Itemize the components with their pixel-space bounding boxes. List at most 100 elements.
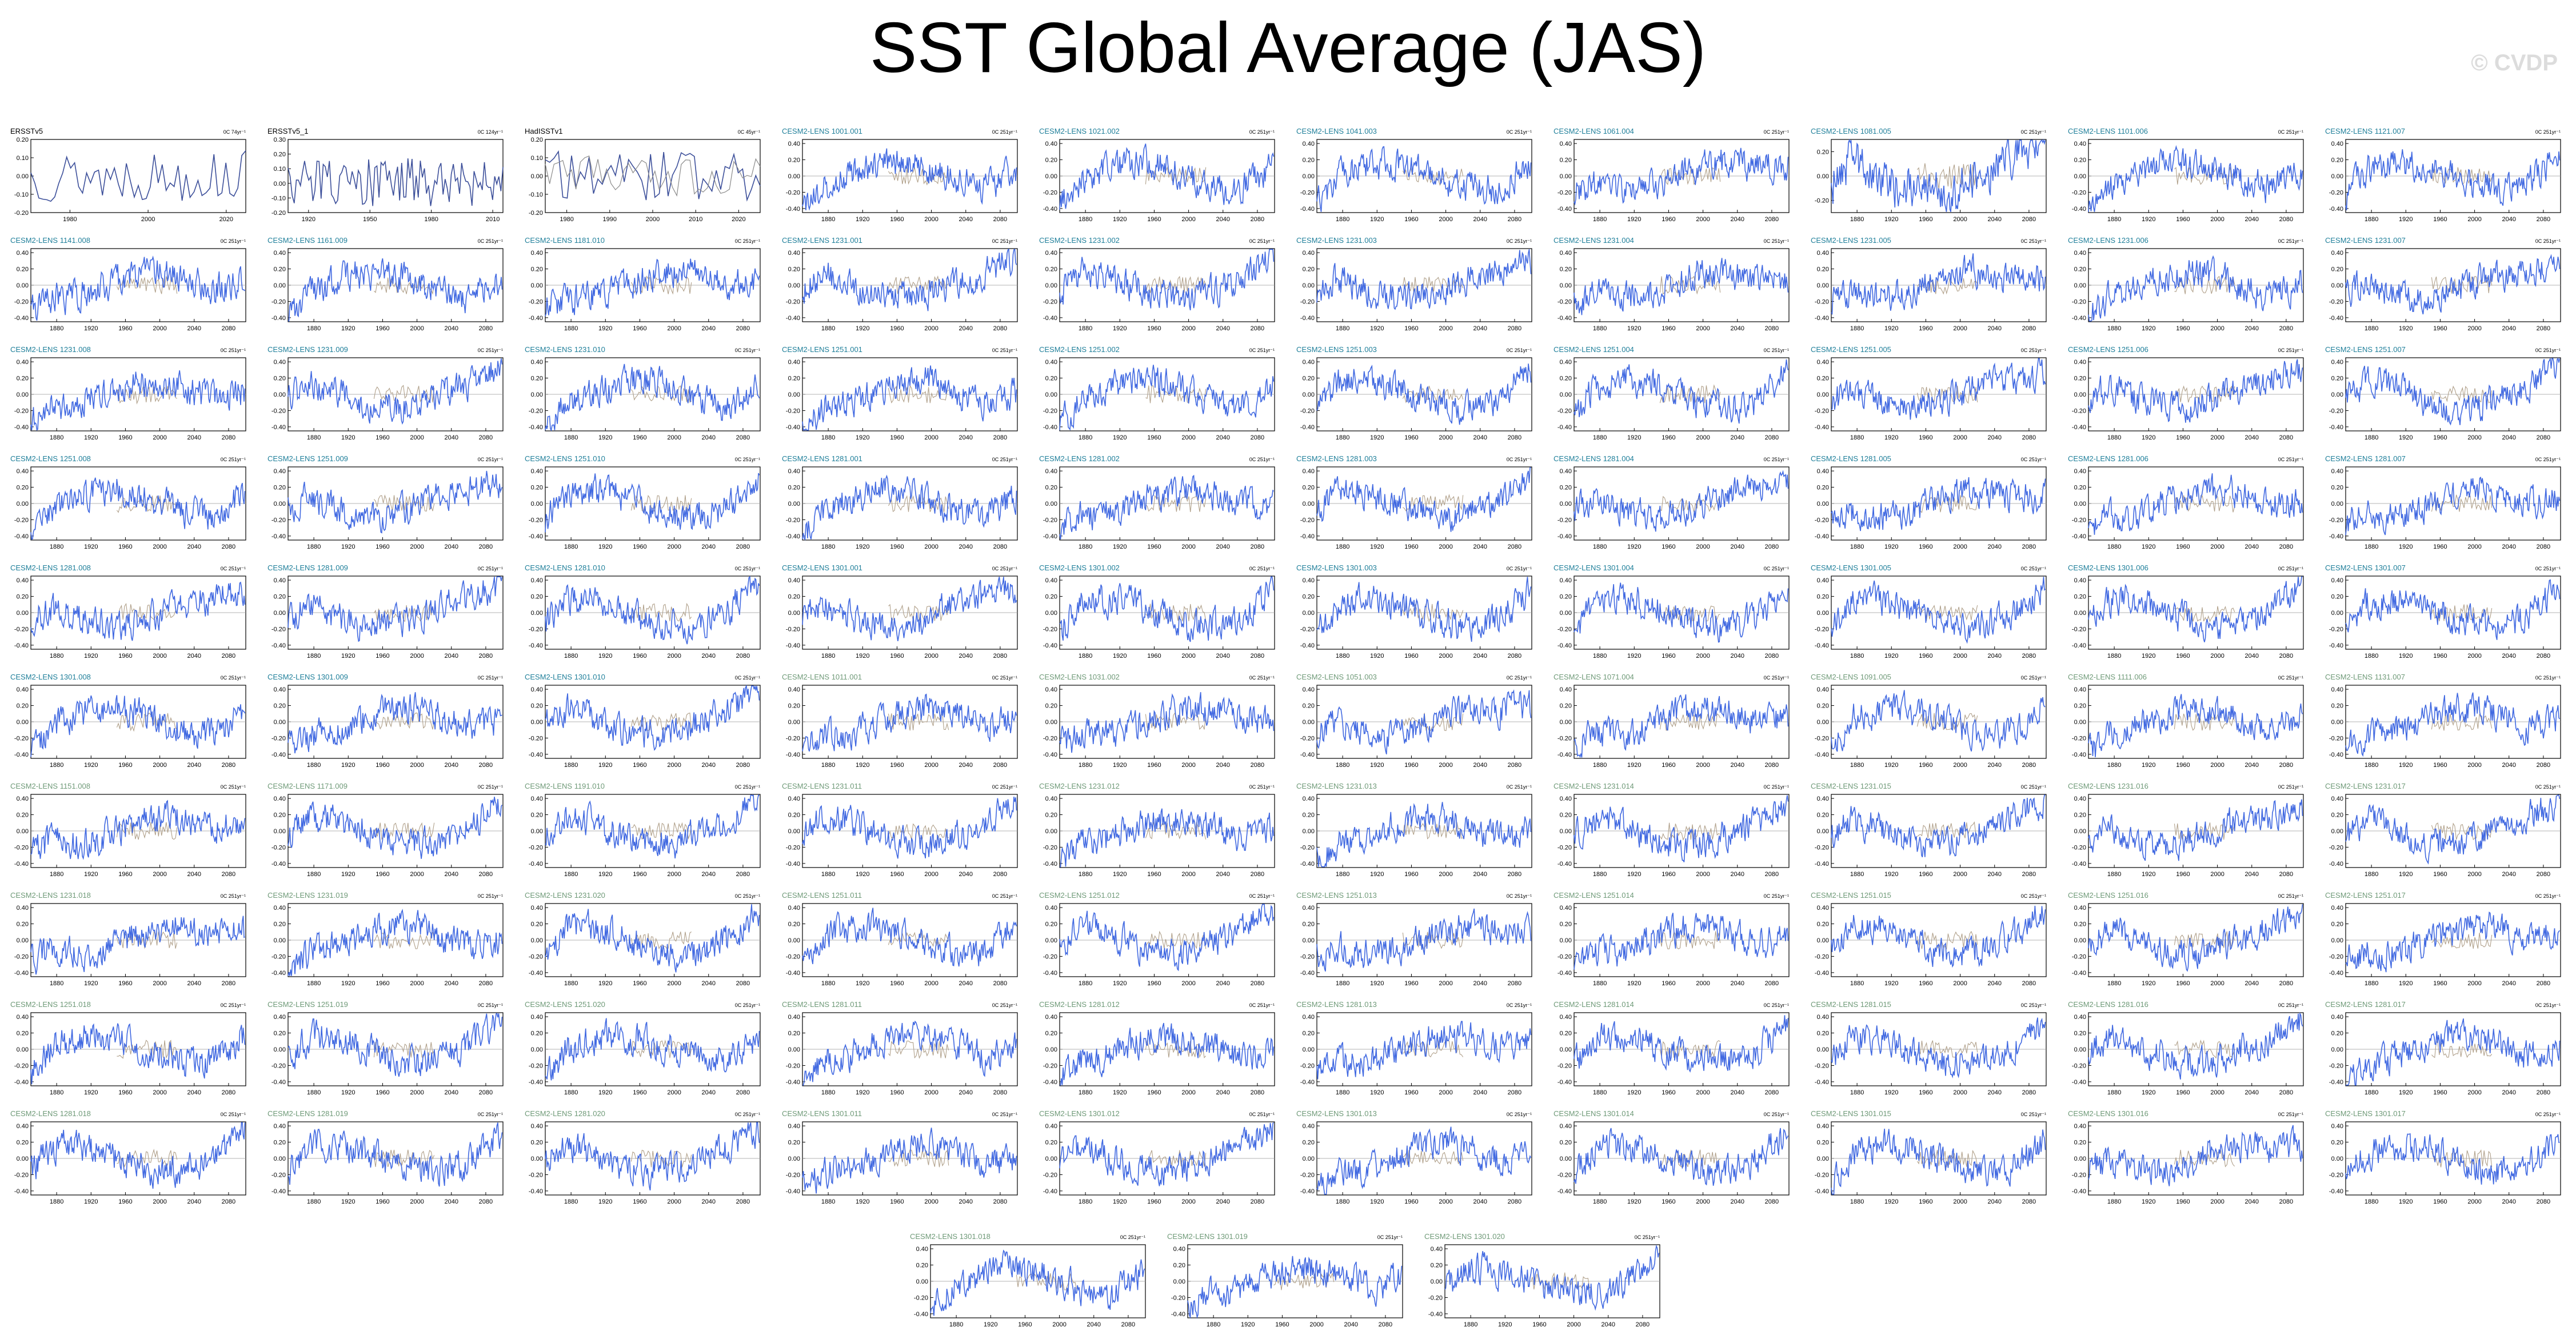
y-tick-label: 0.00 (1560, 391, 1572, 398)
x-tick-label: 1960 (1662, 980, 1675, 987)
y-tick-label: 0.20 (788, 375, 800, 382)
x-tick-label: 2080 (479, 434, 493, 441)
series-line (802, 693, 1017, 752)
y-tick-label: 0.40 (1817, 468, 1829, 475)
y-tick-label: 0.20 (531, 266, 543, 273)
series-line (2346, 1018, 2561, 1086)
x-tick-label: 2080 (222, 1089, 235, 1096)
y-tick-label: -0.40 (1815, 533, 1829, 540)
x-tick-label: 2000 (667, 434, 681, 441)
series-line (1316, 802, 1532, 868)
y-tick-label: 0.40 (2331, 577, 2343, 584)
y-tick-label: -0.40 (914, 1311, 928, 1318)
x-tick-label: 2000 (2210, 434, 2224, 441)
panel-cesm2-lens-1231-012: CESM2-LENS 1231.012 0C 251yr⁻¹ 0.40 0.20 0.0… (1039, 782, 1279, 879)
panel-trend-label: 0C 251yr⁻¹ (2535, 675, 2561, 681)
y-tick-label: 0.20 (531, 594, 543, 601)
y-tick-label: -0.20 (1815, 626, 1829, 633)
series-line (802, 1128, 1017, 1194)
x-tick-label: 1960 (2433, 434, 2447, 441)
x-tick-label: 2040 (1601, 1321, 1615, 1328)
ensemble-mean-line (630, 494, 692, 512)
x-tick-label: 1880 (564, 653, 578, 659)
x-tick-label: 1960 (118, 1198, 132, 1205)
y-tick-label: 0.20 (274, 1140, 286, 1146)
ensemble-mean-line (888, 1149, 949, 1168)
x-tick-label: 1960 (376, 871, 389, 878)
series-line (545, 258, 760, 317)
series-line (802, 577, 1017, 641)
x-tick-label: 2080 (736, 980, 750, 987)
y-tick-label: -0.40 (14, 424, 29, 431)
y-tick-label: 0.40 (1560, 796, 1572, 802)
panel-title: CESM2-LENS 1231.005 (1811, 236, 1891, 245)
y-tick-label: 0.00 (531, 173, 543, 180)
x-tick-label: 1920 (598, 434, 612, 441)
y-tick-label: 0.00 (1560, 173, 1572, 180)
series-line (2088, 1012, 2303, 1080)
y-tick-label: -0.40 (271, 970, 286, 977)
x-tick-label: 2080 (479, 762, 493, 769)
panel-title: CESM2-LENS 1301.010 (525, 673, 605, 681)
y-tick-label: -0.20 (2329, 735, 2343, 742)
panel-cesm2-lens-1301-008: CESM2-LENS 1301.008 0C 251yr⁻¹ 0.40 0.20 0.0… (10, 673, 250, 770)
y-tick-label: 0.40 (2074, 1014, 2086, 1021)
y-tick-label: 0.40 (1817, 250, 1829, 257)
panel-trend-label: 0C 251yr⁻¹ (478, 784, 503, 790)
x-tick-label: 1920 (2399, 325, 2413, 332)
x-tick-label: 1960 (2433, 980, 2447, 987)
y-tick-label: 0.00 (1303, 610, 1315, 617)
plot-frame (287, 139, 504, 213)
panel-title: CESM2-LENS 1251.007 (2325, 345, 2406, 354)
y-tick-label: 0.40 (1303, 905, 1315, 912)
x-tick-label: 1960 (376, 653, 389, 659)
panel-cesm2-lens-1231-010: CESM2-LENS 1231.010 0C 251yr⁻¹ 0.40 0.20 0.0… (525, 345, 765, 442)
y-tick-label: -0.40 (786, 861, 800, 868)
y-tick-label: -0.40 (1557, 315, 1572, 322)
panel-chart: CESM2-LENS 1231.009 0C 251yr⁻¹0.400.200.0… (267, 345, 504, 441)
x-tick-label: 2080 (2022, 543, 2036, 550)
series-line (2345, 794, 2561, 865)
x-tick-label: 2000 (153, 1198, 166, 1205)
y-tick-label: 0.20 (1817, 1030, 1829, 1037)
y-tick-label: 0.40 (1560, 1123, 1572, 1130)
panel-chart: CESM2-LENS 1251.012 0C 251yr⁻¹0.400.200.0… (1039, 891, 1275, 987)
x-tick-label: 1880 (821, 543, 835, 550)
y-tick-label: 0.40 (2331, 468, 2343, 475)
x-tick-label: 2000 (2210, 325, 2224, 332)
x-tick-label: 1960 (890, 1089, 904, 1096)
panel-title: CESM2-LENS 1231.009 (267, 345, 348, 354)
y-tick-label: -0.20 (271, 210, 286, 217)
x-tick-label: 2000 (410, 980, 424, 987)
y-tick-label: 0.20 (1303, 812, 1315, 819)
x-tick-label: 1880 (1207, 1321, 1220, 1328)
y-tick-label: 0.00 (1045, 1046, 1057, 1053)
x-tick-label: 1960 (1147, 216, 1161, 223)
x-tick-label: 1920 (1627, 762, 1641, 769)
x-tick-label: 1880 (1850, 543, 1864, 550)
x-tick-label: 2000 (2210, 1198, 2224, 1205)
x-tick-label: 1880 (2107, 1089, 2121, 1096)
panel-cesm2-lens-1281-006: CESM2-LENS 1281.006 0C 251yr⁻¹ 0.40 0.20 0.0… (2068, 454, 2308, 551)
panel-trend-label: 0C 251yr⁻¹ (221, 675, 246, 681)
panel-trend-label: 0C 251yr⁻¹ (2278, 566, 2303, 571)
x-tick-label: 1960 (1919, 216, 1932, 223)
x-tick-label: 1880 (50, 543, 63, 550)
panel-chart: CESM2-LENS 1251.007 0C 251yr⁻¹0.400.200.0… (2325, 345, 2561, 441)
x-tick-label: 1920 (856, 871, 869, 878)
ensemble-mean-line (2431, 1149, 2493, 1168)
y-tick-label: -0.40 (1557, 206, 1572, 213)
x-tick-label: 1880 (1336, 653, 1349, 659)
y-tick-label: -0.40 (786, 1079, 800, 1086)
panel-cesm2-lens-1251-009: CESM2-LENS 1251.009 0C 251yr⁻¹ 0.40 0.20 0.0… (267, 454, 508, 551)
panel-cesm2-lens-1301-016: CESM2-LENS 1301.016 0C 251yr⁻¹ 0.40 0.20 0.0… (2068, 1109, 2308, 1206)
x-tick-label: 2000 (2210, 216, 2224, 223)
ensemble-mean-line (1145, 494, 1207, 513)
panel-chart: CESM2-LENS 1301.007 0C 251yr⁻¹0.400.200.0… (2325, 563, 2561, 659)
panel-trend-label: 0C 251yr⁻¹ (735, 238, 760, 244)
y-tick-label: 0.40 (1560, 577, 1572, 584)
panel-chart: CESM2-LENS 1231.004 0C 251yr⁻¹0.400.200.0… (1553, 236, 1790, 332)
y-tick-label: 0.20 (2331, 266, 2343, 273)
series-line (1831, 358, 2046, 420)
x-tick-label: 2000 (410, 1198, 424, 1205)
